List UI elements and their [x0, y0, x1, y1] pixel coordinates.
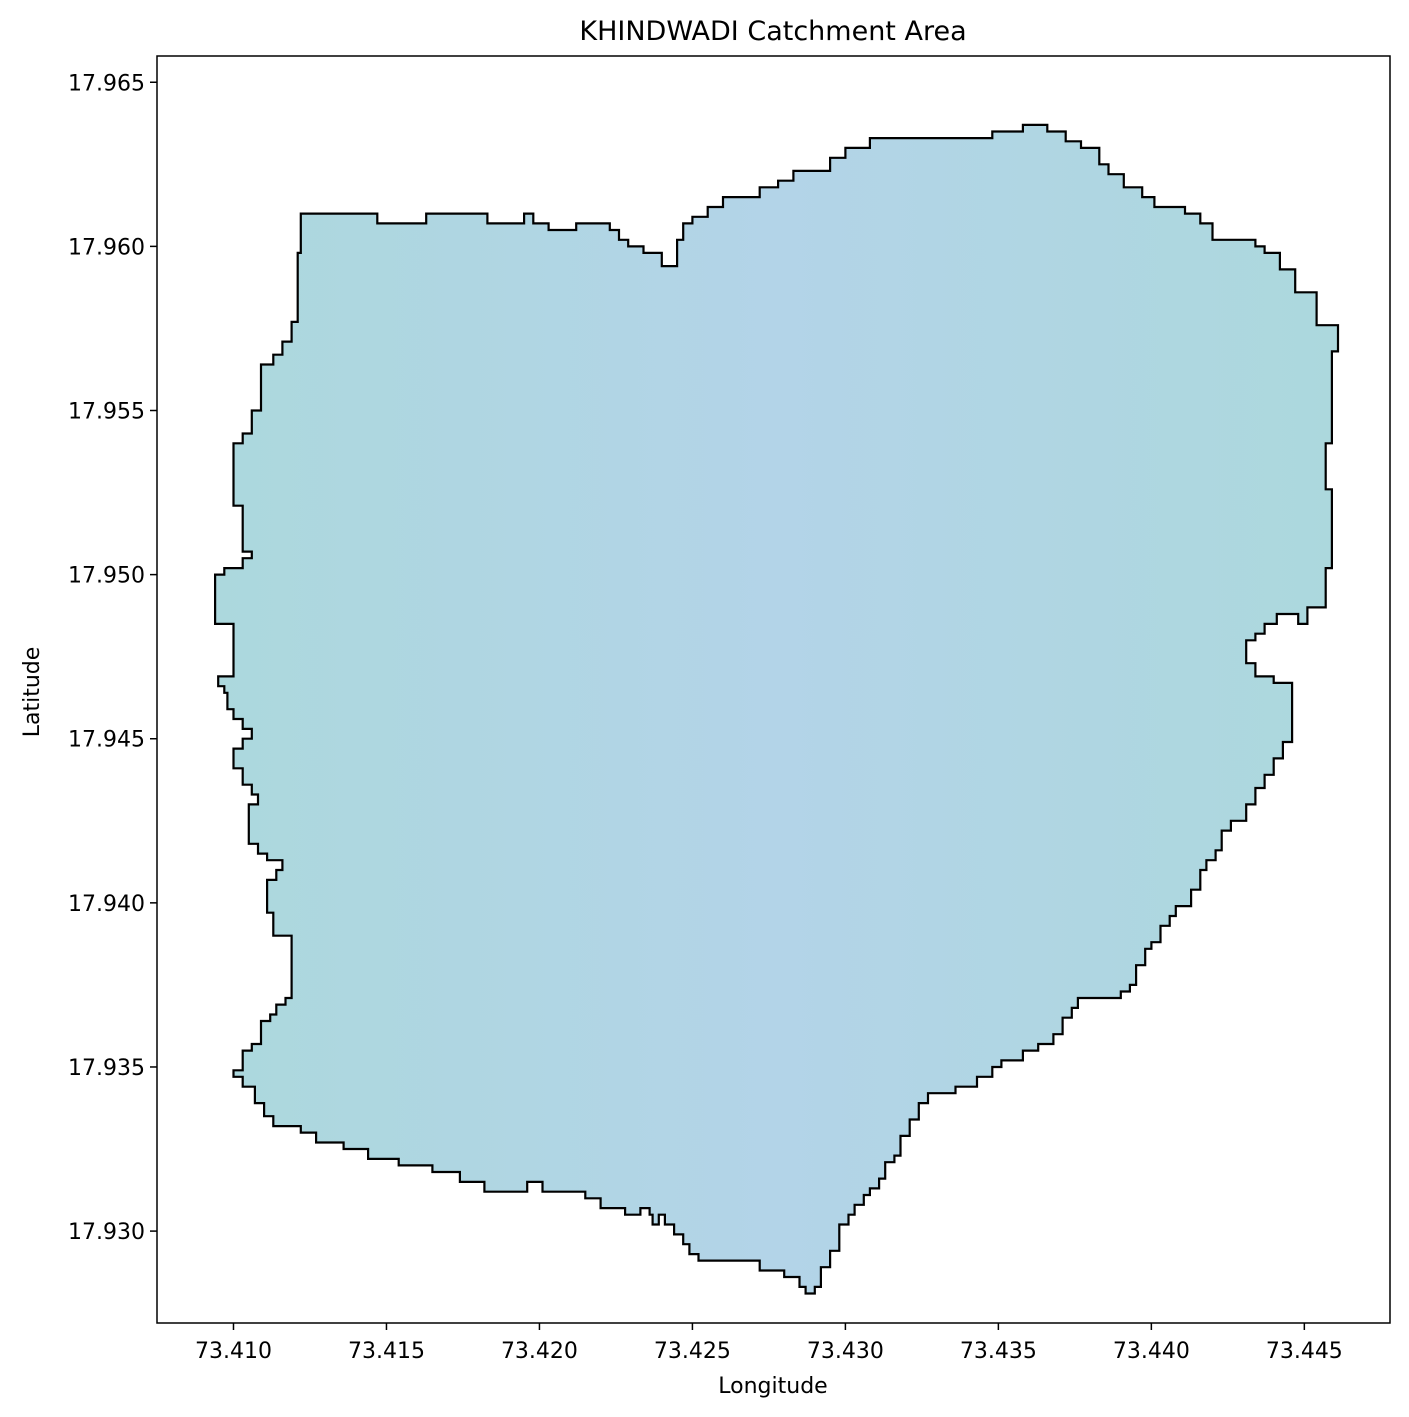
plot-frame	[156, 55, 1391, 1324]
x-axis: 73.410 73.415 73.420 73.425 73.430 73.435 73.4…	[195, 1323, 1343, 1364]
x-tick-label: 73.410	[195, 1339, 272, 1364]
x-tick-label: 73.420	[501, 1339, 578, 1364]
y-tick-label: 17.930	[68, 1220, 145, 1245]
chart-title: KHINDWADI Catchment Area	[579, 16, 966, 47]
y-tick-label: 17.940	[68, 892, 145, 917]
y-tick-label: 17.950	[68, 564, 145, 589]
y-axis-label: Latitude	[20, 647, 45, 738]
y-axis: 17.930 17.935 17.940 17.945 17.950 17.955 17.9…	[68, 71, 157, 1245]
x-tick-label: 73.435	[960, 1339, 1037, 1364]
x-tick-label: 73.425	[654, 1339, 731, 1364]
y-tick-label: 17.960	[68, 235, 145, 260]
x-axis-label: Longitude	[718, 1374, 827, 1399]
y-tick-label: 17.935	[68, 1056, 145, 1081]
x-tick-label: 73.430	[807, 1339, 884, 1364]
x-tick-label: 73.415	[348, 1339, 425, 1364]
y-tick-label: 17.965	[68, 71, 145, 96]
y-tick-label: 17.945	[68, 728, 145, 753]
plot-area	[156, 55, 1391, 1324]
x-tick-label: 73.445	[1266, 1339, 1343, 1364]
x-tick-label: 73.440	[1113, 1339, 1190, 1364]
y-tick-label: 17.955	[68, 399, 145, 424]
catchment-area-polygon	[214, 123, 1340, 1295]
